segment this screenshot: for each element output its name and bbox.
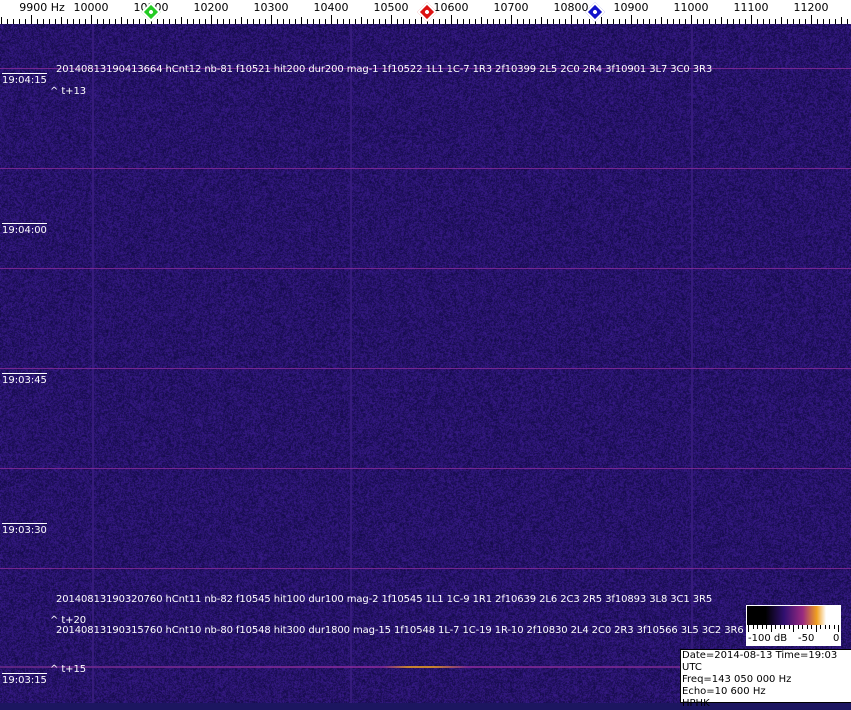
info-echo: Echo=10 600 Hz <box>682 686 851 698</box>
colorbar-tick <box>775 625 776 629</box>
grid-hline <box>0 568 851 569</box>
colorbar-label-min: -100 dB <box>748 633 787 644</box>
colorbar-tick <box>802 625 803 629</box>
frequency-tick <box>241 17 242 24</box>
colorbar-tick <box>753 625 754 629</box>
colorbar-tick <box>757 625 758 629</box>
colorbar-tick <box>793 625 794 632</box>
frequency-tick <box>541 17 542 24</box>
detection-text: 20140813190413664 hCnt12 nb-81 f10521 hi… <box>56 64 712 75</box>
colorbar-tick <box>762 625 763 629</box>
frequency-tick <box>481 17 482 24</box>
colorbar-tick <box>820 625 821 629</box>
frequency-tick <box>781 17 782 24</box>
frequency-tick <box>601 17 602 24</box>
frequency-tick <box>211 15 212 24</box>
frequency-tick <box>61 17 62 24</box>
grid-hline <box>0 268 851 269</box>
frequency-label: 11000 <box>674 1 709 14</box>
frequency-label: 10200 <box>194 1 229 14</box>
frequency-label: 10600 <box>434 1 469 14</box>
frequency-label: 11100 <box>734 1 769 14</box>
colorbar-tick <box>816 625 817 632</box>
frequency-tick <box>721 17 722 24</box>
colorbar-gradient <box>747 606 840 625</box>
frequency-tick <box>301 17 302 24</box>
colorbar-tick <box>780 625 781 629</box>
colorbar-tick <box>811 625 812 629</box>
frequency-tick <box>691 15 692 24</box>
frequency-label: 10000 <box>74 1 109 14</box>
frequency-tick <box>331 15 332 24</box>
info-station: HPHK <box>682 698 851 710</box>
time-label: 19:03:30 <box>2 523 47 536</box>
colorbar-tick <box>838 625 839 632</box>
colorbar-tick <box>789 625 790 629</box>
detection-tag: ^ t+13 <box>50 86 86 97</box>
frequency-tick <box>811 15 812 24</box>
grid-hline <box>0 468 851 469</box>
detection-text: 20140813190315760 hCnt10 nb-80 f10548 hi… <box>56 625 744 636</box>
frequency-tick <box>181 17 182 24</box>
frequency-label: 10800 <box>554 1 589 14</box>
info-date-time: Date=2014-08-13 Time=19:03 UTC <box>682 650 851 674</box>
frequency-tick <box>31 15 32 24</box>
info-box: Date=2014-08-13 Time=19:03 UTC Freq=143 … <box>680 649 851 703</box>
detection-tag: ^ t+15 <box>50 664 86 675</box>
frequency-tick <box>361 17 362 24</box>
frequency-unit-label: 9900 Hz <box>19 1 65 14</box>
frequency-label: 10400 <box>314 1 349 14</box>
frequency-tick <box>751 15 752 24</box>
detection-text: 20140813190320760 hCnt11 nb-82 f10545 hi… <box>56 594 712 605</box>
colorbar-label-max: 0 <box>833 633 839 644</box>
frequency-tick <box>1 17 2 24</box>
frequency-tick <box>91 15 92 24</box>
frequency-tick <box>661 17 662 24</box>
frequency-label: 10500 <box>374 1 409 14</box>
colorbar-tick <box>798 625 799 629</box>
colorbar-tick <box>748 625 749 632</box>
colorbar: -100 dB -50 0 <box>746 605 841 646</box>
frequency-tick <box>631 15 632 24</box>
grid-hline <box>0 368 851 369</box>
colorbar-tick <box>807 625 808 629</box>
colorbar-tick <box>771 625 772 632</box>
colorbar-tick <box>784 625 785 629</box>
frequency-tick <box>511 15 512 24</box>
time-label: 19:03:15 <box>2 673 47 686</box>
frequency-label: 10300 <box>254 1 289 14</box>
frequency-label: 11200 <box>794 1 829 14</box>
frequency-tick <box>391 15 392 24</box>
time-label: 19:04:00 <box>2 223 47 236</box>
colorbar-tick <box>825 625 826 629</box>
grid-hline <box>0 168 851 169</box>
time-label: 19:04:15 <box>2 73 47 86</box>
frequency-scale: 9900 Hz 10000101001020010300104001050010… <box>0 0 851 24</box>
frequency-label: 10700 <box>494 1 529 14</box>
frequency-tick <box>271 15 272 24</box>
frequency-tick <box>121 17 122 24</box>
frequency-tick <box>841 17 842 24</box>
frequency-tick <box>421 17 422 24</box>
frequency-tick <box>571 15 572 24</box>
colorbar-label-mid: -50 <box>798 633 814 644</box>
frequency-label: 10900 <box>614 1 649 14</box>
info-freq: Freq=143 050 000 Hz <box>682 674 851 686</box>
colorbar-tick <box>766 625 767 629</box>
colorbar-tick <box>834 625 835 629</box>
time-label: 19:03:45 <box>2 373 47 386</box>
frequency-tick <box>451 15 452 24</box>
colorbar-tick <box>829 625 830 629</box>
